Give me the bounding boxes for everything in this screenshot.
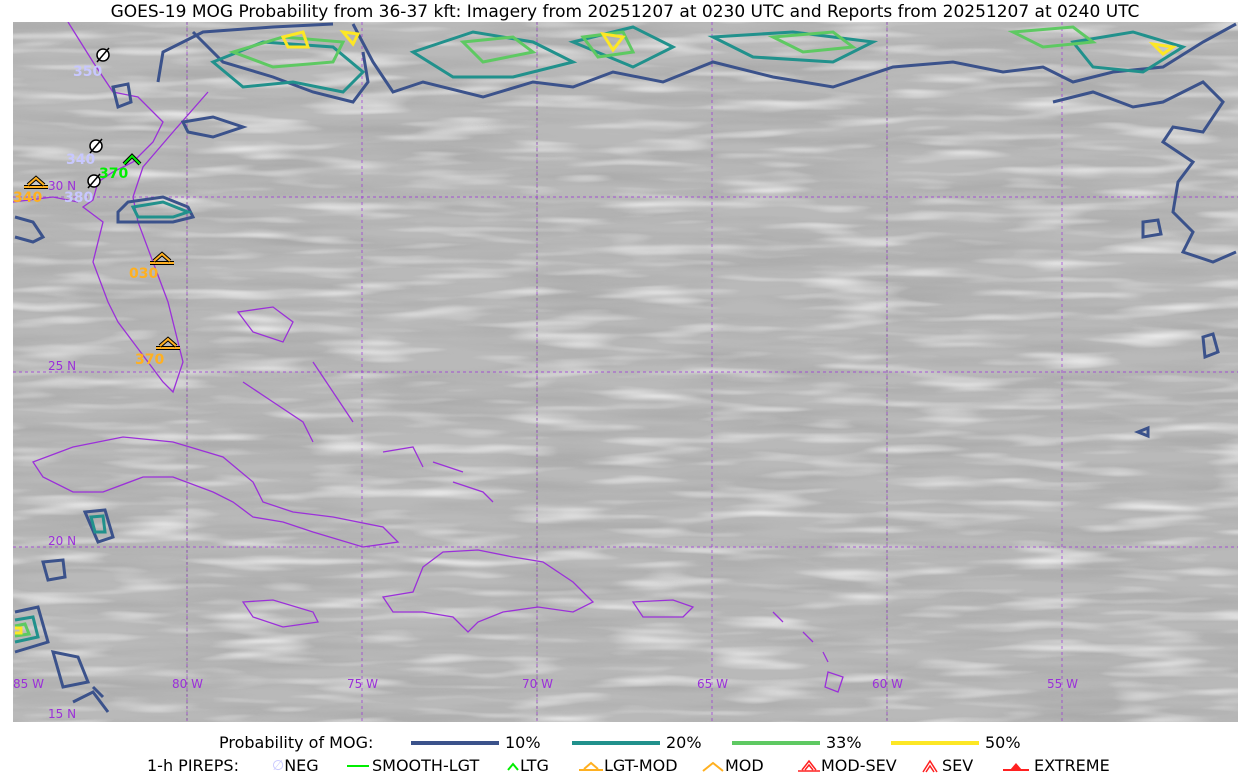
lgt-mod-icon bbox=[150, 251, 174, 265]
legend-label: LTG bbox=[520, 756, 549, 775]
pirep-neg[interactable]: 350 bbox=[73, 47, 110, 80]
line-swatch bbox=[891, 740, 979, 745]
smooth-lgt-icon bbox=[347, 764, 369, 767]
legend-label: 33% bbox=[826, 733, 862, 752]
lgt-mod-icon bbox=[156, 336, 180, 350]
pirep-legend: 1-h PIREPS: ∅ NEG SMOOTH-LGT LTG LGT-MOD … bbox=[0, 756, 1250, 778]
legend-label: 20% bbox=[666, 733, 702, 752]
legend-title: 1-h PIREPS: bbox=[147, 756, 239, 775]
ltg-icon bbox=[507, 761, 519, 771]
legend-label: 50% bbox=[985, 733, 1021, 752]
pirep-flight-level: 030 bbox=[129, 266, 158, 282]
pirep-flight-level: 370 bbox=[135, 352, 164, 368]
chart-title: GOES-19 MOG Probability from 36-37 kft: … bbox=[110, 2, 1140, 22]
pirep-flight-level: 350 bbox=[73, 64, 102, 80]
pirep-neg[interactable]: 380 bbox=[64, 173, 101, 206]
legend-title: Probability of MOG: bbox=[219, 733, 374, 752]
neg-icon bbox=[89, 138, 103, 154]
lgt-mod-icon bbox=[24, 175, 48, 189]
sev-icon bbox=[922, 759, 938, 772]
mod-icon bbox=[702, 761, 724, 772]
mod-sev-icon bbox=[798, 759, 820, 772]
legend-label: 10% bbox=[505, 733, 541, 752]
pirep-flight-level: 340 bbox=[13, 190, 42, 206]
lon-label: 65 W bbox=[697, 677, 728, 691]
legend-label: LGT-MOD bbox=[604, 756, 678, 775]
line-swatch bbox=[572, 740, 660, 745]
pirep-lgt-mod[interactable]: 370 bbox=[135, 336, 180, 368]
lat-label: 30 N bbox=[48, 179, 76, 193]
legend-label: SEV bbox=[942, 756, 974, 775]
lgt-mod-icon bbox=[579, 761, 603, 771]
lat-label: 15 N bbox=[48, 707, 76, 721]
pirep-flight-level: 380 bbox=[64, 190, 93, 206]
pirep-ltg[interactable]: 370 bbox=[99, 153, 142, 182]
legend-item-50: 50% bbox=[891, 733, 1021, 752]
legend-item-20: 20% bbox=[572, 733, 702, 752]
pireps: 350 340 380 370 340 030 370 bbox=[13, 47, 180, 368]
line-swatch bbox=[411, 740, 499, 745]
pirep-flight-level: 370 bbox=[99, 166, 128, 182]
map-panel: 85 W 80 W 75 W 70 W 65 W 60 W 55 W 30 N … bbox=[13, 22, 1238, 722]
legend-label: EXTREME bbox=[1034, 756, 1110, 775]
lon-label: 60 W bbox=[872, 677, 903, 691]
pirep-flight-level: 340 bbox=[66, 152, 95, 168]
lon-label: 75 W bbox=[347, 677, 378, 691]
legend-item-10: 10% bbox=[411, 733, 541, 752]
lon-label: 70 W bbox=[522, 677, 553, 691]
lon-label: 80 W bbox=[172, 677, 203, 691]
pirep-lgt-mod[interactable]: 340 bbox=[13, 175, 48, 206]
legend-label: MOD-SEV bbox=[821, 756, 897, 775]
legend-item-33: 33% bbox=[732, 733, 862, 752]
neg-icon bbox=[96, 47, 110, 63]
probability-legend: Probability of MOG: 10% 20% 33% 50% bbox=[0, 733, 1250, 755]
legend-label: MOD bbox=[725, 756, 764, 775]
legend-label: SMOOTH-LGT bbox=[372, 756, 480, 775]
coastlines bbox=[13, 22, 844, 693]
pirep-lgt-mod[interactable]: 030 bbox=[129, 251, 174, 282]
lat-label: 20 N bbox=[48, 534, 76, 548]
lon-label: 55 W bbox=[1047, 677, 1078, 691]
legend-label: NEG bbox=[284, 756, 319, 775]
lon-label: 85 W bbox=[13, 677, 44, 691]
neg-icon: ∅ bbox=[272, 757, 285, 774]
grid-labels: 85 W 80 W 75 W 70 W 65 W 60 W 55 W 30 N … bbox=[13, 179, 1078, 721]
pirep-neg[interactable]: 340 bbox=[66, 138, 103, 168]
neg-icon bbox=[87, 173, 101, 189]
extreme-icon bbox=[1003, 762, 1029, 771]
mog-contours bbox=[14, 22, 1237, 713]
lat-label: 25 N bbox=[48, 359, 76, 373]
line-swatch bbox=[732, 740, 820, 745]
